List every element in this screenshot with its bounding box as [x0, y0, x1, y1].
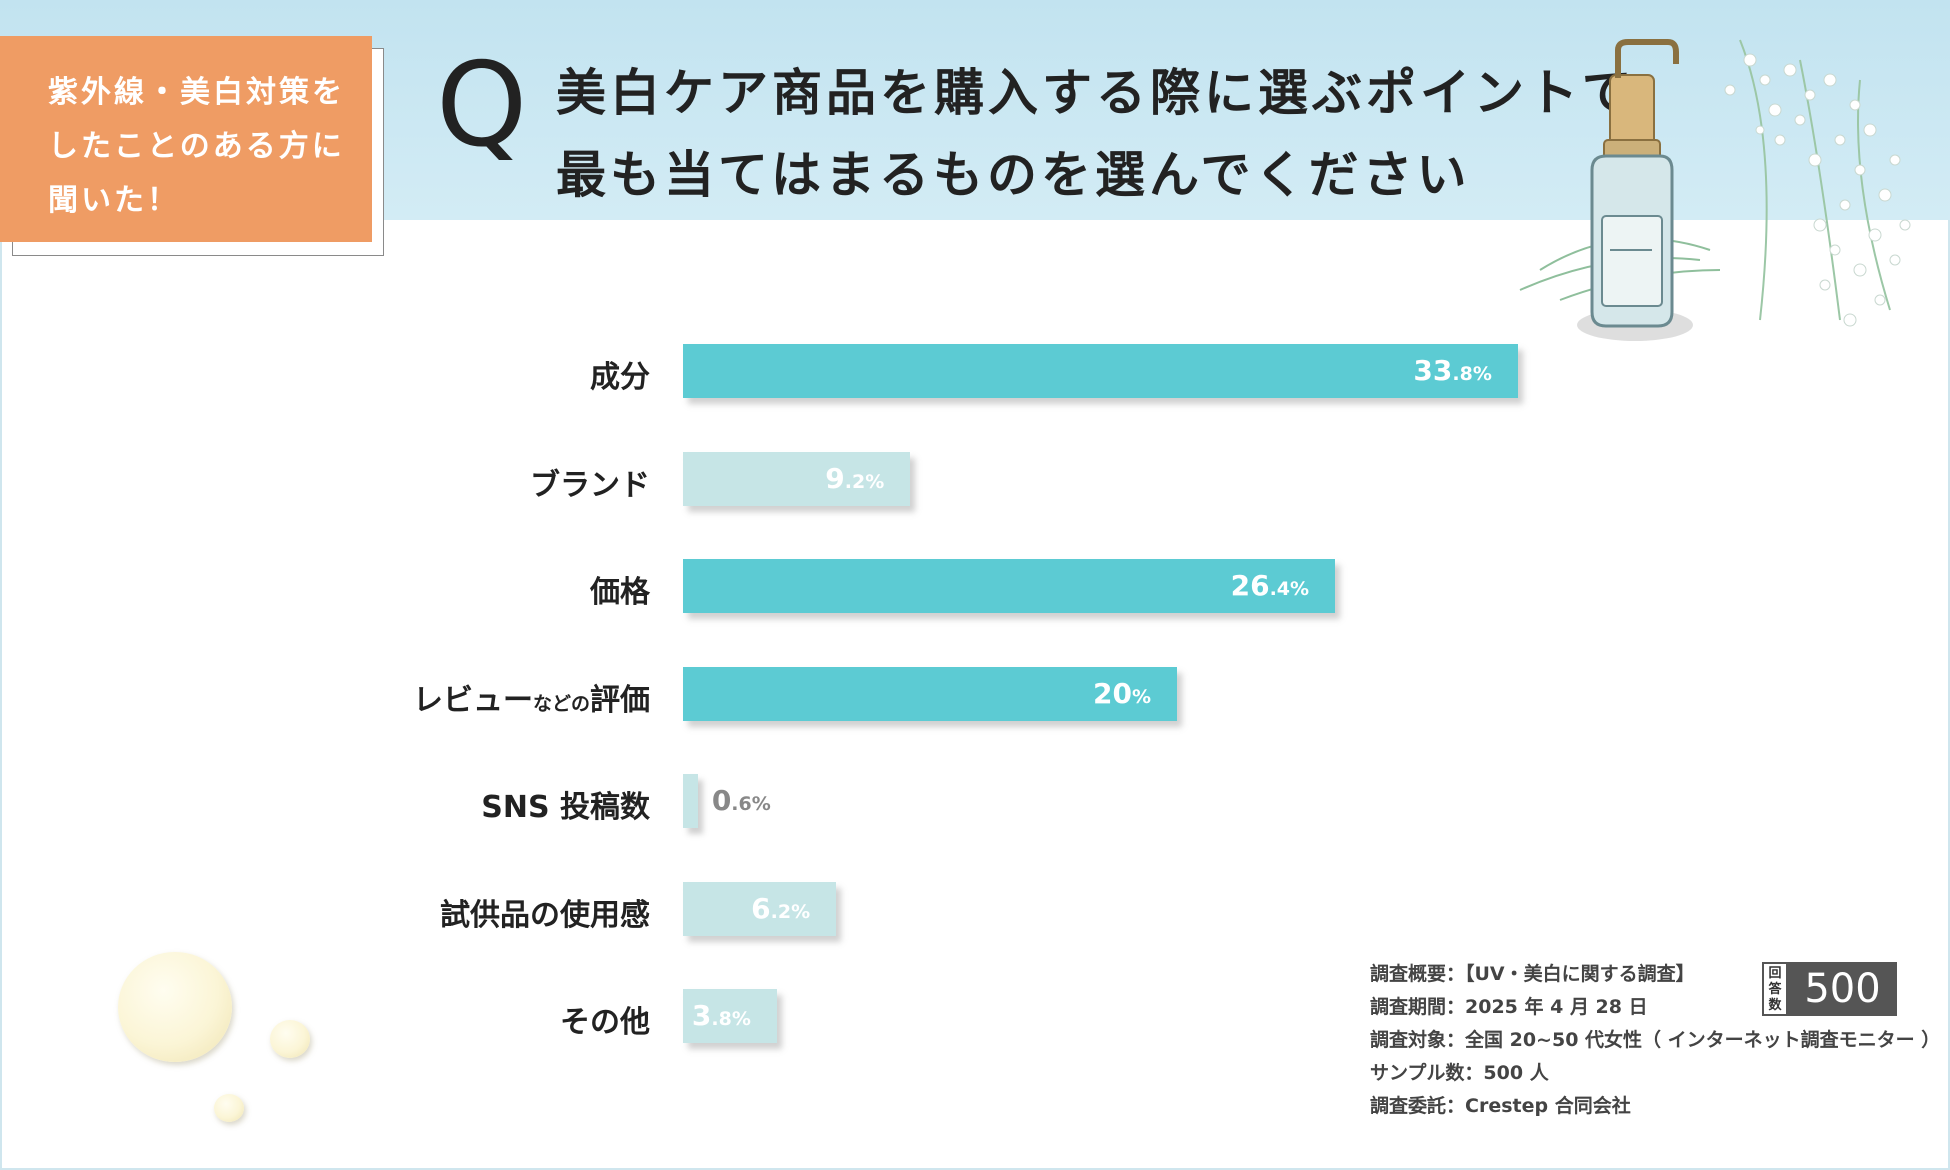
survey-client: 調査委託：Crestep 合同会社 [1370, 1095, 1631, 1117]
tag-line-2: したことのある方に [48, 129, 345, 164]
bar [683, 774, 698, 828]
bar [683, 344, 1518, 398]
value-label: 33.8% [1413, 354, 1492, 387]
value-label: 3.8% [691, 999, 751, 1032]
tag-line-3: 聞いた！ [48, 183, 180, 218]
target-tag: 紫外線・美白対策を したことのある方に 聞いた！ [0, 36, 372, 242]
category-label: SNS 投稿数 [481, 790, 650, 825]
question-line-2: 最も当てはまるものを選んでください [556, 145, 1471, 204]
tag-line-1: 紫外線・美白対策を [48, 75, 345, 110]
value-label: 0.6% [711, 784, 771, 817]
category-label: レビューなどの評価 [412, 682, 650, 718]
bottle-icon [1577, 39, 1693, 341]
category-label: 価格 [590, 575, 650, 610]
response-count-badge: 回 答 数 500 [1762, 962, 1897, 1016]
bar [683, 451, 911, 506]
question-mark-q: Q [436, 38, 527, 173]
survey-period: 調査期間：2025 年 4 月 28 日 [1370, 996, 1648, 1018]
question-title: 美白ケア商品を購入する際に選ぶポイントで 最も当てはまるものを選んでください [556, 52, 1656, 216]
droplet-medium [270, 1020, 310, 1058]
question-line-1: 美白ケア商品を購入する際に選ぶポイントで [556, 63, 1636, 122]
survey-overview: 調査概要：【UV・美白に関する調査】 [1370, 963, 1695, 985]
category-label: 成分 [590, 360, 650, 395]
droplet-large [118, 952, 232, 1062]
bottle-and-flowers-illustration [1519, 39, 1911, 341]
survey-target: 調査対象：全国 20~50 代女性（ インターネット調査モニター ） [1370, 1029, 1941, 1051]
bar [683, 666, 1177, 721]
response-count-label: 回 答 数 [1762, 962, 1788, 1016]
category-label: ブランド [530, 467, 650, 503]
bar [683, 989, 777, 1043]
value-label: 6.2% [751, 891, 811, 925]
category-label: その他 [560, 1005, 650, 1040]
category-label: 試供品の使用感 [440, 897, 650, 933]
bar [683, 559, 1336, 613]
value-label: 26.4% [1230, 569, 1310, 602]
droplet-small [214, 1094, 244, 1122]
value-label: 20% [1092, 676, 1151, 710]
survey-info: 調査概要：【UV・美白に関する調査】 調査期間：2025 年 4 月 28 日 … [1370, 958, 1940, 1123]
response-count-value: 500 [1788, 962, 1897, 1016]
bar [683, 881, 837, 936]
survey-sample: サンプル数：500 人 [1370, 1062, 1549, 1084]
value-label: 9.2% [825, 461, 885, 495]
